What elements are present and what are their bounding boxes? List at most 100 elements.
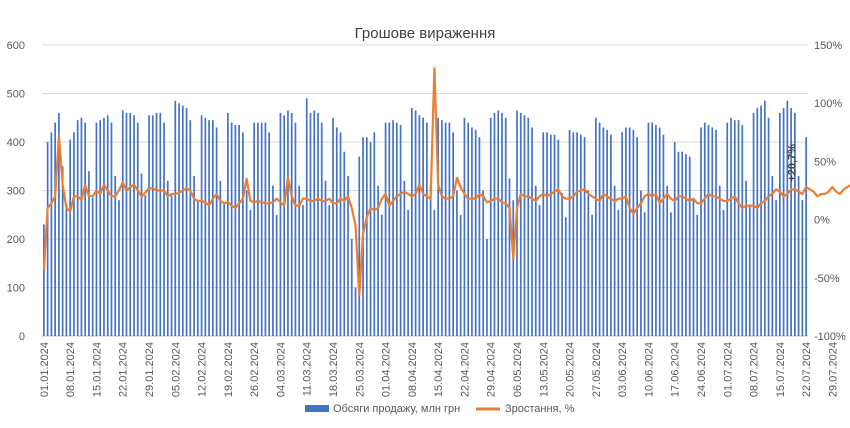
bar xyxy=(508,178,511,337)
bar xyxy=(373,132,376,336)
bar xyxy=(384,122,387,336)
bar xyxy=(478,137,481,336)
x-tick-label: 18.03.2024 xyxy=(328,342,340,397)
bar xyxy=(272,185,274,336)
bar xyxy=(771,175,774,336)
bar xyxy=(726,122,729,336)
bar xyxy=(568,129,571,337)
bar xyxy=(527,117,530,336)
legend-bar-swatch xyxy=(305,405,329,412)
bar xyxy=(748,205,751,336)
bar xyxy=(437,117,439,336)
x-tick-label: 03.06.2024 xyxy=(617,342,629,397)
bar xyxy=(497,110,500,336)
bar xyxy=(583,137,586,336)
bar-series xyxy=(43,98,807,337)
bar xyxy=(339,132,342,336)
bar xyxy=(185,108,188,336)
bar xyxy=(632,129,635,337)
x-tick-label: 24.06.2024 xyxy=(696,342,708,397)
bar xyxy=(523,115,526,336)
x-tick-label: 22.01.2024 xyxy=(118,342,130,397)
bar xyxy=(403,180,406,336)
bar xyxy=(790,108,792,336)
bar xyxy=(411,108,413,336)
bar xyxy=(741,125,744,336)
bar xyxy=(279,112,282,337)
bar xyxy=(200,115,203,336)
bar xyxy=(553,134,556,336)
bar xyxy=(305,98,308,336)
bar xyxy=(358,156,361,336)
bar xyxy=(587,190,590,336)
bar xyxy=(58,112,60,337)
bar xyxy=(519,112,522,337)
bar xyxy=(711,127,714,336)
bar xyxy=(148,115,150,336)
bar xyxy=(46,142,49,336)
x-tick-label: 26.02.2024 xyxy=(249,342,261,397)
bar xyxy=(737,120,740,336)
bar xyxy=(422,117,424,336)
left-tick-label: 200 xyxy=(7,234,25,246)
bar xyxy=(625,127,627,336)
bar xyxy=(576,132,578,336)
bar xyxy=(456,190,458,336)
bar xyxy=(489,117,492,336)
bar xyxy=(448,122,451,336)
bar xyxy=(418,115,421,336)
bar xyxy=(392,120,394,336)
bar xyxy=(602,127,605,336)
bar xyxy=(640,190,642,336)
bar xyxy=(441,120,443,336)
bar xyxy=(613,185,616,336)
right-tick-label: -100% xyxy=(814,331,846,343)
bar xyxy=(181,105,184,337)
bar xyxy=(253,122,255,336)
left-tick-label: 100 xyxy=(7,283,25,295)
bar xyxy=(399,125,402,336)
growth-line xyxy=(42,67,850,297)
bar xyxy=(658,127,661,336)
bar xyxy=(159,112,162,337)
bar xyxy=(621,132,623,336)
bar xyxy=(805,137,807,336)
bar xyxy=(715,129,717,337)
bar xyxy=(745,180,747,336)
bar xyxy=(733,120,736,336)
left-tick-label: 300 xyxy=(7,186,25,198)
bar xyxy=(763,100,766,336)
bar xyxy=(730,117,732,336)
bar xyxy=(76,120,79,336)
bar xyxy=(287,110,289,336)
bar xyxy=(335,127,338,336)
bar xyxy=(426,122,428,336)
x-tick-label: 13.05.2024 xyxy=(538,342,550,397)
bar xyxy=(219,180,222,336)
x-tick-label: 29.07.2024 xyxy=(827,342,839,397)
bar xyxy=(212,120,214,336)
bar xyxy=(482,190,485,336)
x-tick-label: 01.01.2024 xyxy=(39,342,51,397)
bar xyxy=(591,214,593,336)
bar xyxy=(189,120,192,336)
bar xyxy=(290,112,293,337)
bar xyxy=(662,134,665,336)
right-axis-ticks: -100% -50% 0% 50% 100% 150% xyxy=(814,40,846,343)
bar xyxy=(463,117,466,336)
bar xyxy=(688,156,691,336)
bar xyxy=(718,185,721,336)
bar xyxy=(471,127,473,336)
x-tick-label: 22.04.2024 xyxy=(459,342,471,397)
left-tick-label: 500 xyxy=(7,89,25,101)
bar xyxy=(283,115,286,336)
right-tick-label: 150% xyxy=(814,40,842,52)
bar xyxy=(696,214,699,336)
right-tick-label: -50% xyxy=(814,273,840,285)
bar xyxy=(595,117,597,336)
bar xyxy=(106,115,109,336)
bar xyxy=(110,122,113,336)
x-axis-ticks: 01.01.2024 08.01.2024 15.01.2024 22.01.2024… xyxy=(39,342,840,397)
right-tick-label: 0% xyxy=(814,215,830,227)
